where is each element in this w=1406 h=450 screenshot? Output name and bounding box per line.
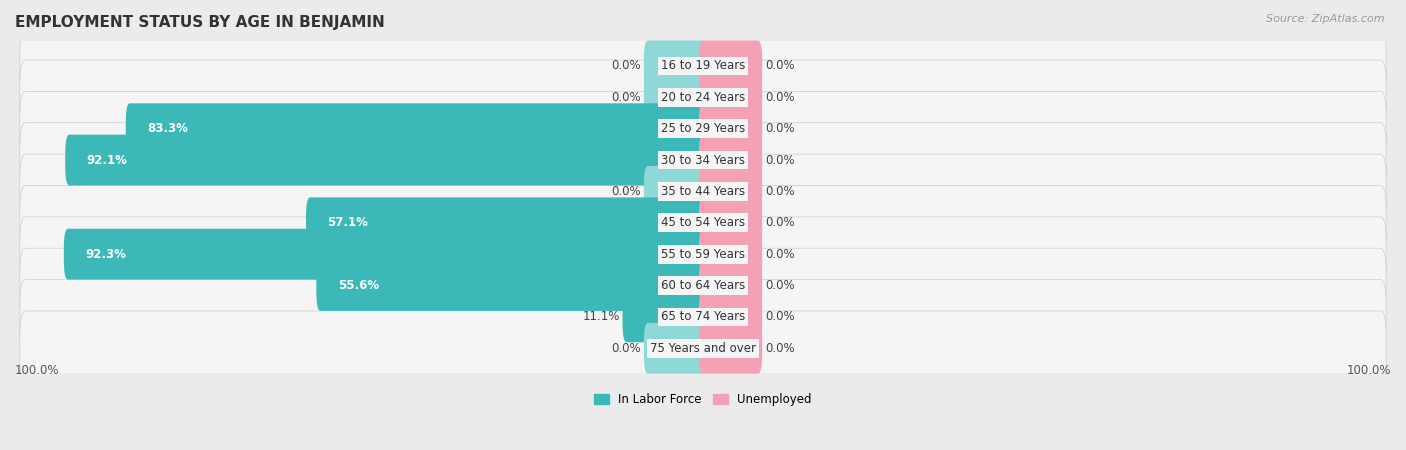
Text: 20 to 24 Years: 20 to 24 Years	[661, 91, 745, 104]
FancyBboxPatch shape	[699, 323, 762, 374]
Text: 0.0%: 0.0%	[612, 342, 641, 355]
FancyBboxPatch shape	[644, 40, 707, 91]
Text: 92.3%: 92.3%	[86, 248, 127, 261]
FancyBboxPatch shape	[20, 311, 1386, 386]
FancyBboxPatch shape	[699, 292, 762, 342]
Text: 11.1%: 11.1%	[582, 310, 620, 324]
FancyBboxPatch shape	[699, 135, 762, 185]
FancyBboxPatch shape	[125, 104, 707, 154]
FancyBboxPatch shape	[63, 229, 707, 279]
Text: 0.0%: 0.0%	[765, 310, 794, 324]
FancyBboxPatch shape	[20, 60, 1386, 135]
FancyBboxPatch shape	[699, 260, 762, 311]
Text: 92.1%: 92.1%	[87, 153, 128, 166]
FancyBboxPatch shape	[20, 154, 1386, 229]
FancyBboxPatch shape	[316, 260, 707, 311]
FancyBboxPatch shape	[20, 123, 1386, 198]
Text: 65 to 74 Years: 65 to 74 Years	[661, 310, 745, 324]
Text: 83.3%: 83.3%	[148, 122, 188, 135]
Text: 0.0%: 0.0%	[765, 185, 794, 198]
FancyBboxPatch shape	[623, 292, 707, 342]
Text: 25 to 29 Years: 25 to 29 Years	[661, 122, 745, 135]
Text: Source: ZipAtlas.com: Source: ZipAtlas.com	[1267, 14, 1385, 23]
Legend: In Labor Force, Unemployed: In Labor Force, Unemployed	[589, 388, 817, 411]
Text: 100.0%: 100.0%	[1347, 364, 1391, 378]
Text: 0.0%: 0.0%	[765, 279, 794, 292]
FancyBboxPatch shape	[699, 166, 762, 217]
Text: 57.1%: 57.1%	[328, 216, 368, 230]
FancyBboxPatch shape	[20, 91, 1386, 166]
Text: 0.0%: 0.0%	[765, 153, 794, 166]
FancyBboxPatch shape	[699, 40, 762, 91]
FancyBboxPatch shape	[65, 135, 707, 185]
FancyBboxPatch shape	[699, 72, 762, 123]
FancyBboxPatch shape	[644, 323, 707, 374]
FancyBboxPatch shape	[20, 279, 1386, 354]
Text: 0.0%: 0.0%	[765, 342, 794, 355]
Text: 55 to 59 Years: 55 to 59 Years	[661, 248, 745, 261]
FancyBboxPatch shape	[699, 229, 762, 279]
FancyBboxPatch shape	[20, 29, 1386, 104]
Text: 75 Years and over: 75 Years and over	[650, 342, 756, 355]
Text: 0.0%: 0.0%	[765, 122, 794, 135]
FancyBboxPatch shape	[307, 198, 707, 248]
FancyBboxPatch shape	[20, 185, 1386, 260]
Text: 0.0%: 0.0%	[612, 91, 641, 104]
Text: 0.0%: 0.0%	[765, 91, 794, 104]
Text: 55.6%: 55.6%	[337, 279, 378, 292]
Text: 0.0%: 0.0%	[765, 216, 794, 230]
FancyBboxPatch shape	[20, 248, 1386, 323]
Text: 16 to 19 Years: 16 to 19 Years	[661, 59, 745, 72]
Text: 0.0%: 0.0%	[612, 59, 641, 72]
FancyBboxPatch shape	[699, 198, 762, 248]
Text: 45 to 54 Years: 45 to 54 Years	[661, 216, 745, 230]
Text: 0.0%: 0.0%	[612, 185, 641, 198]
FancyBboxPatch shape	[644, 166, 707, 217]
Text: 30 to 34 Years: 30 to 34 Years	[661, 153, 745, 166]
Text: 35 to 44 Years: 35 to 44 Years	[661, 185, 745, 198]
Text: 0.0%: 0.0%	[765, 59, 794, 72]
FancyBboxPatch shape	[699, 104, 762, 154]
Text: 100.0%: 100.0%	[15, 364, 59, 378]
FancyBboxPatch shape	[644, 72, 707, 123]
Text: 60 to 64 Years: 60 to 64 Years	[661, 279, 745, 292]
Text: EMPLOYMENT STATUS BY AGE IN BENJAMIN: EMPLOYMENT STATUS BY AGE IN BENJAMIN	[15, 15, 385, 30]
Text: 0.0%: 0.0%	[765, 248, 794, 261]
FancyBboxPatch shape	[20, 217, 1386, 292]
